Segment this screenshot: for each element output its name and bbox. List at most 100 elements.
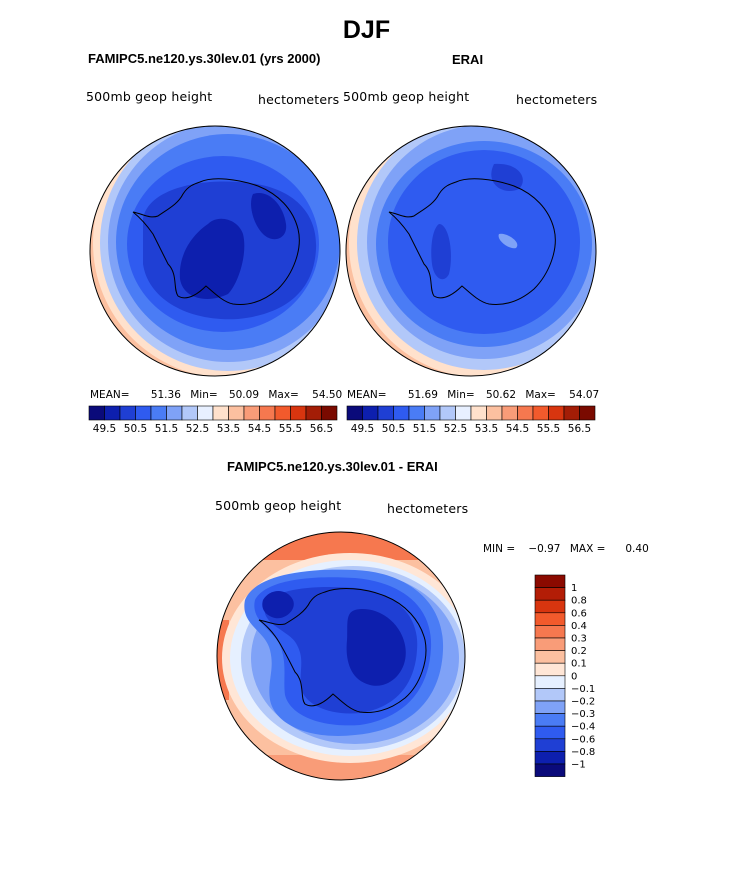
panel-1-mean-label: MEAN= bbox=[90, 389, 130, 401]
panel-1-colorbar-box bbox=[228, 405, 245, 421]
panel-3-colorbar-box bbox=[534, 725, 566, 740]
panel-1-map-border bbox=[89, 125, 341, 377]
panel-1-colorbar-box bbox=[305, 405, 322, 421]
panel-2-title: ERAI bbox=[452, 52, 484, 67]
panel-1-colorbar-box bbox=[290, 405, 307, 421]
panel-2-units-label: hectometers bbox=[516, 92, 598, 107]
panel-2-colorbar-tick-label: 51.5 bbox=[413, 423, 436, 435]
panel-2-colorbar-tick-label: 54.5 bbox=[506, 423, 529, 435]
panel-1-colorbar-box bbox=[150, 405, 167, 421]
panel-1-colorbar-box bbox=[119, 405, 136, 421]
panel-1-field-label: 500mb geop height bbox=[86, 89, 213, 104]
panel-1-colorbar-box bbox=[135, 405, 152, 421]
panel-2-map bbox=[345, 125, 597, 377]
panel-3-colorbar-tick-label: 0 bbox=[571, 671, 577, 682]
panel-3-colorbar-box bbox=[534, 612, 566, 626]
panel-3-colorbar-box bbox=[534, 574, 566, 588]
panel-2-field-label: 500mb geop height bbox=[343, 89, 470, 104]
panel-2-colorbar-box bbox=[548, 405, 565, 421]
panel-1-colorbar-box bbox=[104, 405, 121, 421]
panel-2-colorbar-tick-label: 55.5 bbox=[537, 423, 560, 435]
panel-3-colorbar-tick-label: 0.3 bbox=[571, 634, 587, 645]
panel-3-colorbar-tick-label: 1 bbox=[571, 583, 577, 594]
panel-2-colorbar-box bbox=[501, 405, 518, 421]
panel-3-colorbar-box bbox=[534, 688, 566, 702]
panel-1-contour-field bbox=[90, 126, 340, 376]
panel-3-colorbar-tick-label: −0.1 bbox=[571, 684, 595, 695]
panel-2-colorbar-box bbox=[470, 405, 487, 421]
panel-1-max-value: 54.50 bbox=[312, 389, 343, 401]
panel-1-colorbar-box bbox=[274, 405, 291, 421]
panel-2-colorbar-tick-label: 53.5 bbox=[475, 423, 498, 435]
panel-2-colorbar-tick-label: 52.5 bbox=[444, 423, 467, 435]
panel-2-min-value: 50.62 bbox=[485, 389, 516, 401]
panel-3-colorbar-box bbox=[534, 700, 566, 714]
panel-3-min-label: MIN = bbox=[483, 543, 516, 555]
panel-2-colorbar-box bbox=[377, 405, 394, 421]
panel-2-colorbar-tick-label: 56.5 bbox=[568, 423, 591, 435]
panel-3-units-label: hectometers bbox=[387, 501, 469, 516]
panel-3-colorbar-box bbox=[534, 650, 566, 664]
panel-2-colorbar-box bbox=[362, 405, 379, 421]
panel-2-min-label: Min= bbox=[447, 389, 475, 401]
panel-1-colorbar-tick-label: 56.5 bbox=[310, 423, 333, 435]
panel-3-max-label: MAX = bbox=[569, 543, 606, 555]
panel-3-colorbar-tick-label: 0.8 bbox=[571, 596, 587, 607]
panel-1-colorbar-tick-label: 49.5 bbox=[93, 423, 116, 435]
panel-1-max-label: Max= bbox=[268, 389, 299, 401]
panel-1-map bbox=[89, 125, 341, 377]
panel-2-colorbar-box bbox=[393, 405, 410, 421]
panel-2-colorbar-box bbox=[346, 405, 363, 421]
panel-2-colorbar-box bbox=[532, 405, 549, 421]
panel-3-map-border bbox=[216, 531, 466, 781]
panel-1-colorbar-box bbox=[243, 405, 260, 421]
panel-3-colorbar-box bbox=[534, 763, 566, 777]
panel-1-min-value: 50.09 bbox=[228, 389, 259, 401]
panel-3-map bbox=[216, 531, 466, 781]
panel-3-colorbar-box bbox=[534, 587, 566, 601]
panel-3-max-value: 0.40 bbox=[625, 543, 649, 555]
panel-2-map-border bbox=[345, 125, 597, 377]
panel-2-max-value: 54.07 bbox=[569, 389, 600, 401]
panel-2-mean-value: 51.69 bbox=[407, 389, 438, 401]
panel-1-colorbar-box bbox=[88, 405, 105, 421]
panel-3-colorbar-tick-label: −0.6 bbox=[571, 734, 595, 745]
panel-1-colorbar-box bbox=[166, 405, 183, 421]
panel-3-colorbar-box bbox=[534, 738, 566, 752]
panel-3-contour-field bbox=[217, 532, 465, 780]
panel-1-colorbar-tick-label: 52.5 bbox=[186, 423, 209, 435]
panel-1-colorbar-tick-label: 54.5 bbox=[248, 423, 271, 435]
panel-1-colorbar-tick-label: 53.5 bbox=[217, 423, 240, 435]
panel-3-colorbar-box bbox=[534, 675, 566, 689]
panel-2-coastline bbox=[388, 178, 556, 305]
panel-3-colorbar-box bbox=[534, 713, 566, 727]
panel-2-colorbar-box bbox=[579, 405, 596, 421]
panel-3-colorbar-tick-label: −1 bbox=[571, 760, 586, 771]
panel-1-colorbar-box bbox=[259, 405, 276, 421]
panel-1-units-label: hectometers bbox=[258, 92, 340, 107]
panel-3-colorbar-tick-label: 0.1 bbox=[571, 659, 587, 670]
panel-2-colorbar-tick-label: 49.5 bbox=[351, 423, 374, 435]
panel-3-min-value: −0.97 bbox=[528, 543, 561, 555]
panel-2-colorbar-box bbox=[486, 405, 503, 421]
panel-3-colorbar: 1 0.80.6 0.4 0.30.2 0.10 −0.1 −0.2−0.3 −0.4−0.6… bbox=[534, 574, 595, 777]
panel-3-coastline bbox=[258, 588, 427, 713]
panel-2-colorbar-box bbox=[517, 405, 534, 421]
panel-2-max-label: Max= bbox=[525, 389, 556, 401]
panel-1-colorbar-box bbox=[212, 405, 229, 421]
panel-3-colorbar-tick-label: 0.6 bbox=[571, 608, 587, 619]
panel-2-colorbar-box bbox=[455, 405, 472, 421]
panel-3-colorbar-tick-label: −0.4 bbox=[571, 722, 595, 733]
panel-1-colorbar-box bbox=[197, 405, 214, 421]
panel-3-field-label: 500mb geop height bbox=[215, 498, 342, 513]
page-title: DJF bbox=[342, 16, 391, 44]
panel-3-colorbar-tick-label: 0.4 bbox=[571, 621, 587, 632]
panel-2-stats: MEAN= 51.69 Min= 50.62 Max= 54.07 bbox=[347, 389, 599, 401]
panel-3-minmax: MIN = −0.97 MAX = 0.40 bbox=[483, 543, 649, 555]
panel-1-colorbar-tick-label: 51.5 bbox=[155, 423, 178, 435]
panel-3-colorbar-tick-label: 0.2 bbox=[571, 646, 587, 657]
panel-3-colorbar-box bbox=[534, 637, 566, 651]
panel-3-colorbar-tick-label: −0.8 bbox=[571, 747, 595, 758]
panel-1-colorbar-box bbox=[321, 405, 338, 421]
panel-2-mean-label: MEAN= bbox=[347, 389, 387, 401]
